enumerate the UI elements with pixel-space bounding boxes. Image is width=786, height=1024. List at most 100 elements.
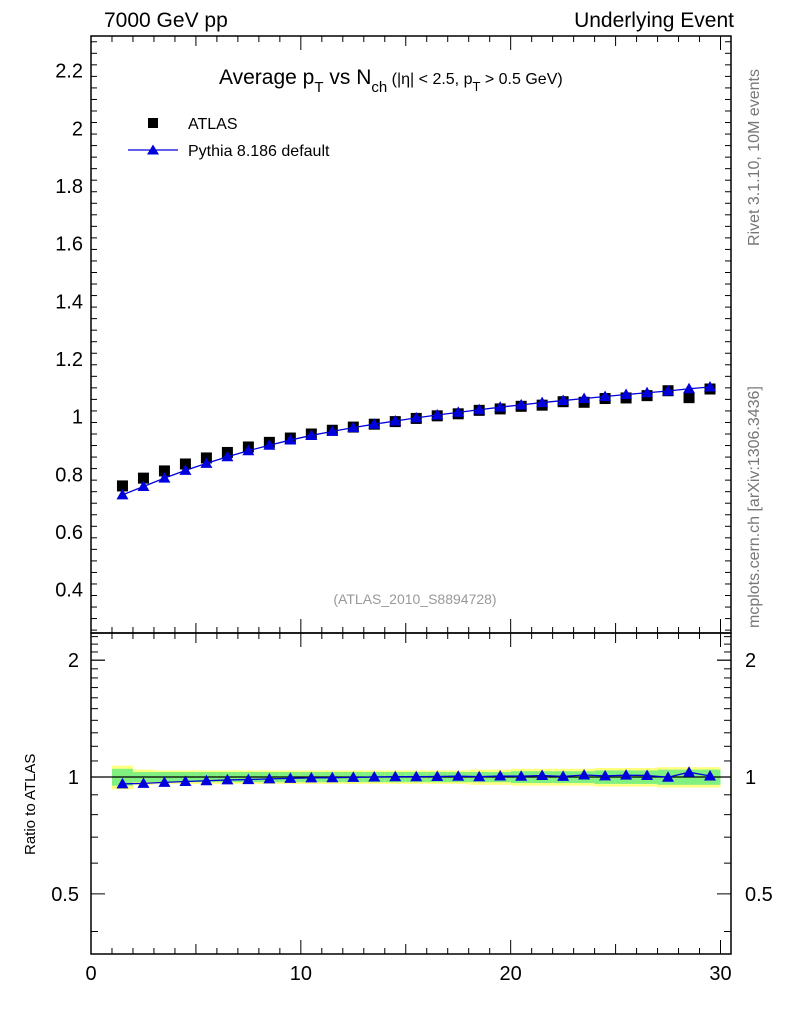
ratio-y-axis-label: Ratio to ATLAS <box>22 753 39 855</box>
main-ytick-label: 0.8 <box>55 464 83 486</box>
ratio-ytick-label: 2 <box>68 650 79 672</box>
main-ytick-label: 1 <box>72 407 83 429</box>
ratio-xtick-label: 20 <box>500 963 522 985</box>
ratio-series-layer <box>116 766 717 789</box>
header-process: Underlying Event <box>574 9 734 32</box>
legend-pythia-marker-icon <box>147 144 159 155</box>
atlas-data-point <box>158 465 170 477</box>
ratio-pythia-point <box>263 772 276 784</box>
ratio-pythia-point <box>326 771 339 783</box>
ratio-pythia-point <box>494 770 507 781</box>
ratio-pythia-point <box>515 770 528 781</box>
ratio-ytick-label-right: 2 <box>745 650 756 672</box>
ratio-pythia-point <box>347 771 360 782</box>
legend-pythia-label: Pythia 8.186 default <box>188 143 330 160</box>
ratio-ytick-label: 0.5 <box>51 884 79 906</box>
ratio-panel-frame <box>90 632 732 955</box>
ratio-pythia-point <box>242 773 255 785</box>
pythia-point <box>116 488 129 500</box>
ratio-ytick-label: 1 <box>68 767 79 789</box>
main-ytick-label: 2 <box>72 118 83 140</box>
ratio-pythia-point <box>662 771 675 782</box>
axes-layer: 0.4 0.6 0.8 1 1.2 1.4 1.6 1.8 2 2.2 0 10 20 30 0.5 0.5 1… <box>51 36 773 985</box>
pythia-point <box>242 444 255 456</box>
pythia-point <box>662 385 675 396</box>
pythia-point <box>494 401 507 412</box>
ratio-ytick-label-right: 1 <box>745 767 756 789</box>
main-ytick-label: 1.8 <box>55 176 83 198</box>
main-ytick-label: 1.4 <box>55 291 83 313</box>
pythia-point <box>452 406 465 417</box>
atlas-data-point <box>179 458 191 470</box>
pythia-point <box>137 480 150 491</box>
pythia-point <box>515 398 528 410</box>
ratio-pythia-point <box>578 769 591 780</box>
ratio-pythia-point <box>431 770 444 782</box>
pythia-point <box>620 388 633 399</box>
main-ytick-label: 1.2 <box>55 349 83 371</box>
ratio-pythia-point <box>641 769 654 781</box>
main-panel-frame <box>90 35 732 634</box>
ratio-ytick-label-right: 0.5 <box>745 884 773 906</box>
pythia-point <box>557 394 570 406</box>
analysis-id: (ATLAS_2010_S8894728) <box>333 591 496 607</box>
ratio-pythia-point <box>116 777 129 789</box>
ratio-pythia-point <box>137 777 150 788</box>
atlas-data-point <box>683 392 695 404</box>
header-beam-energy: 7000 GeV pp <box>104 9 228 32</box>
ratio-xtick-label: 30 <box>709 963 731 985</box>
pythia-point <box>599 390 612 402</box>
ratio-xtick-label: 0 <box>85 963 96 985</box>
plot-title: Average pT vs Nch (|η| < 2.5, pT > 0.5 G… <box>219 66 563 96</box>
legend-atlas-label: ATLAS <box>188 116 238 133</box>
pythia-point <box>410 411 423 423</box>
pythia-point <box>578 392 591 404</box>
pythia-point <box>683 382 696 394</box>
pythia-point <box>431 408 444 420</box>
pythia-point <box>473 403 486 415</box>
main-ytick-label: 0.6 <box>55 522 83 544</box>
side-label-rivet: Rivet 3.1.10, 10M events <box>746 69 763 246</box>
ratio-pythia-point <box>179 775 192 786</box>
atlas-data-point <box>137 472 149 484</box>
main-ytick-label: 0.4 <box>55 580 83 602</box>
ratio-pythia-point <box>536 769 549 781</box>
ratio-pythia-point <box>200 774 213 786</box>
pythia-point <box>389 415 402 426</box>
pythia-point <box>326 425 339 436</box>
pythia-point <box>179 464 192 475</box>
ratio-pythia-point <box>284 772 297 783</box>
ratio-pythia-point <box>221 773 234 785</box>
ratio-pythia-point <box>599 769 612 781</box>
main-ytick-label: 2.2 <box>55 61 83 83</box>
ratio-pythia-point <box>158 776 171 787</box>
ratio-pythia-point <box>305 771 318 783</box>
pythia-point <box>263 439 276 450</box>
side-label-mcplots: mcplots.cern.ch [arXiv:1306.3436] <box>746 386 763 628</box>
pythia-point <box>536 396 549 408</box>
pythia-point <box>347 421 360 433</box>
pythia-point <box>704 380 717 392</box>
ratio-pythia-point <box>683 766 696 777</box>
ratio-xtick-label: 10 <box>290 963 312 985</box>
legend-atlas-marker-icon <box>148 118 158 128</box>
pythia-point <box>641 386 654 398</box>
pythia-point <box>158 472 171 483</box>
atlas-data-point <box>116 480 128 492</box>
ratio-pythia-point <box>410 770 423 782</box>
ratio-pythia-point <box>620 769 633 780</box>
pythia-point <box>368 418 381 429</box>
main-series-layer <box>116 380 717 500</box>
ratio-pythia-point <box>368 771 381 782</box>
pythia-point <box>284 434 297 445</box>
ratio-pythia-point <box>389 770 402 782</box>
ratio-pythia-point <box>473 770 486 782</box>
ratio-pythia-point <box>557 770 570 781</box>
pythia-point <box>200 457 213 468</box>
pythia-point <box>305 429 318 440</box>
pythia-point <box>221 450 234 462</box>
ratio-pythia-point <box>452 770 465 781</box>
main-ytick-label: 1.6 <box>55 234 83 256</box>
ratio-pythia-point <box>704 770 717 781</box>
